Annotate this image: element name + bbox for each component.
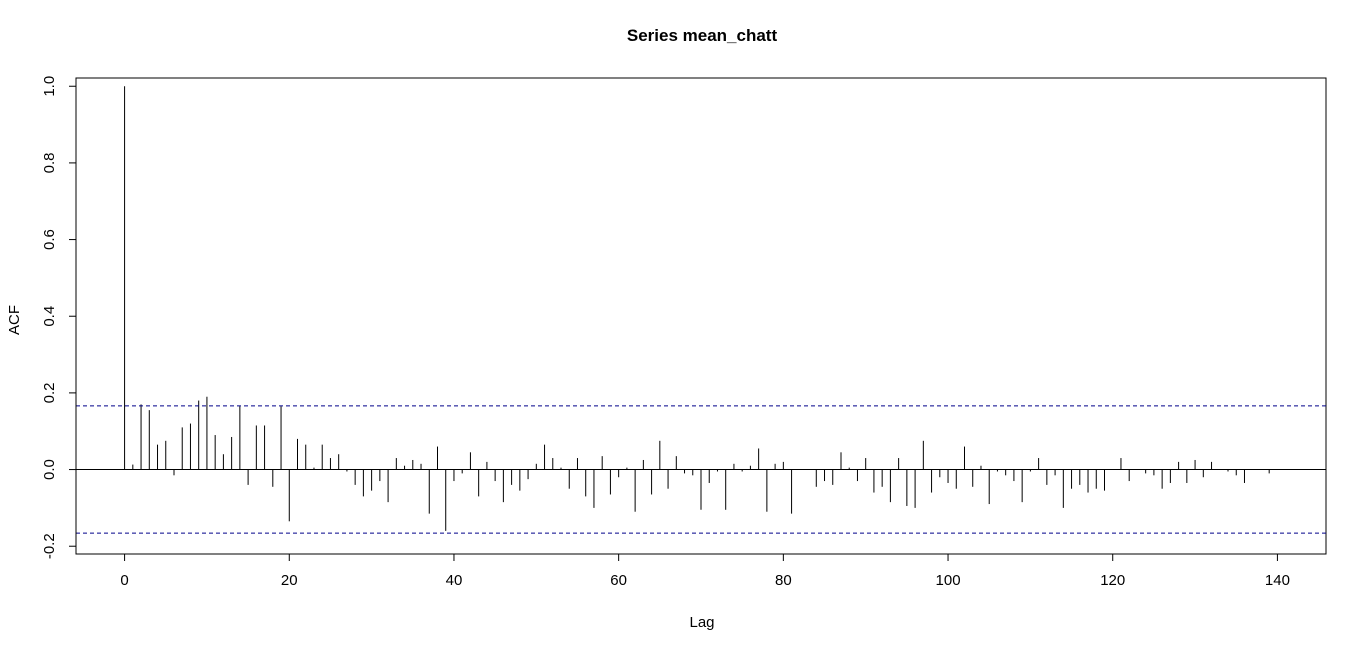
- x-axis: 0 20 40 60 80 100 120 140: [120, 553, 1290, 589]
- y-tick-label-2: 0.2: [41, 382, 58, 403]
- acf-bars: [124, 86, 1270, 531]
- x-tick-label-80: 80: [775, 572, 792, 589]
- x-axis-label: Lag: [689, 614, 714, 631]
- y-tick-label-5: 0.8: [41, 152, 58, 173]
- x-tick-label-60: 60: [610, 572, 627, 589]
- x-tick-label-20: 20: [281, 572, 298, 589]
- y-axis: -0.2 0.0 0.2 0.4 0.6 0.8 1.0: [41, 76, 77, 559]
- y-tick-label-6: 1.0: [41, 76, 58, 97]
- chart-title: Series mean_chatt: [627, 26, 778, 45]
- x-tick-label-40: 40: [446, 572, 463, 589]
- x-tick-label-0: 0: [120, 572, 128, 589]
- y-tick-label-1: 0.0: [41, 459, 58, 480]
- y-tick-label-4: 0.6: [41, 229, 58, 250]
- x-tick-label-100: 100: [936, 572, 961, 589]
- x-tick-label-140: 140: [1265, 572, 1290, 589]
- y-tick-label-3: 0.4: [41, 306, 58, 327]
- x-tick-label-120: 120: [1100, 572, 1125, 589]
- y-tick-label-0: -0.2: [41, 533, 58, 559]
- y-axis-label: ACF: [6, 305, 23, 335]
